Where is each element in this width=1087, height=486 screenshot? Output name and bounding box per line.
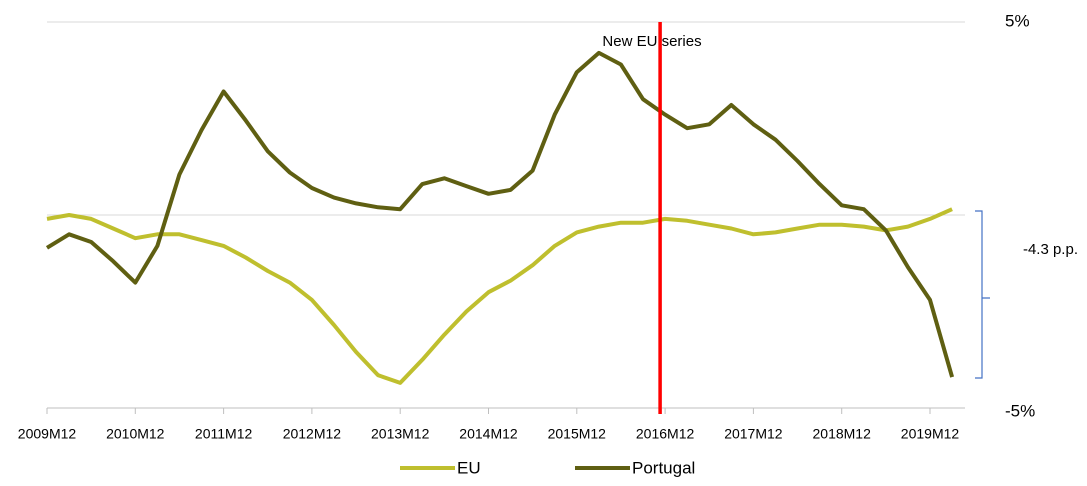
x-tick-label: 2012M12 bbox=[283, 426, 342, 442]
x-tick-label: 2013M12 bbox=[371, 426, 430, 442]
x-tick-label: 2014M12 bbox=[459, 426, 518, 442]
x-tick-label: 2019M12 bbox=[901, 426, 960, 442]
x-tick-label: 2009M12 bbox=[18, 426, 77, 442]
x-tick-label: 2015M12 bbox=[548, 426, 607, 442]
gap-bracket bbox=[975, 210, 990, 379]
gap-annotation: -4.3 p.p. bbox=[1023, 241, 1078, 258]
y-tick-label: -5% bbox=[1005, 401, 1035, 420]
x-tick-label: 2016M12 bbox=[636, 426, 695, 442]
legend-label: EU bbox=[457, 458, 481, 477]
x-tick-label: 2010M12 bbox=[106, 426, 165, 442]
x-tick-label: 2017M12 bbox=[724, 426, 783, 442]
series-line bbox=[46, 207, 953, 385]
x-tick-label: 2011M12 bbox=[195, 426, 253, 442]
vline-label: New EU series bbox=[602, 33, 701, 50]
legend-label: Portugal bbox=[632, 458, 695, 477]
x-tick-label: 2018M12 bbox=[813, 426, 872, 442]
y-tick-label: 5% bbox=[1005, 11, 1030, 30]
series-line bbox=[45, 50, 955, 378]
